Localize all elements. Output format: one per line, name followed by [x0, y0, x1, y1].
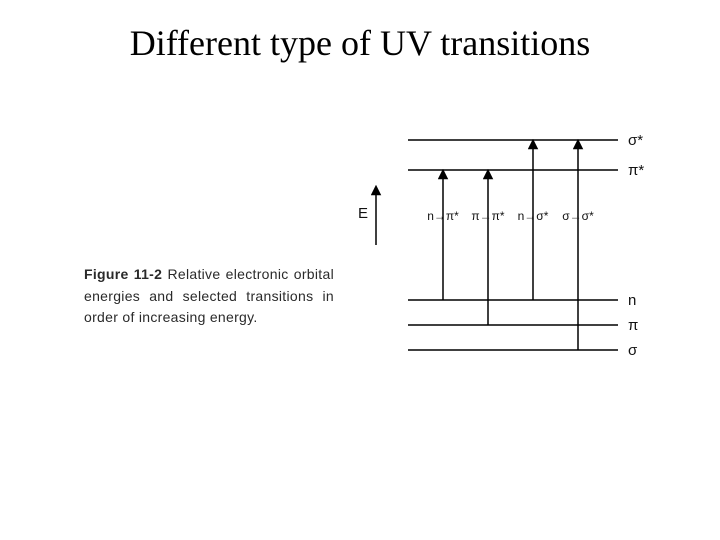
- transition-label-2: n→σ*: [518, 209, 549, 223]
- transition-label-3: σ→σ*: [562, 209, 594, 223]
- level-label-sigma: σ: [628, 342, 638, 359]
- slide-title: Different type of UV transitions: [0, 22, 720, 64]
- transition-label-1: π→π*: [471, 209, 505, 223]
- diagram-svg: Eσ* π* nπσ n→π* π→π* n→σ* σ→σ*: [348, 120, 658, 380]
- figure-number: Figure 11-2: [84, 266, 162, 282]
- level-label-pi_star: π*: [628, 162, 644, 179]
- energy-axis-label: E: [358, 205, 368, 222]
- level-label-pi: π: [628, 317, 638, 334]
- energy-level-diagram: Eσ* π* nπσ n→π* π→π* n→σ* σ→σ*: [348, 120, 658, 380]
- slide: Different type of UV transitions Figure …: [0, 0, 720, 540]
- level-label-sigma_star: σ*: [628, 132, 643, 149]
- figure-caption: Figure 11-2 Relative electronic orbital …: [84, 264, 334, 329]
- level-label-n: n: [628, 292, 636, 309]
- transition-label-0: n→π*: [427, 209, 459, 223]
